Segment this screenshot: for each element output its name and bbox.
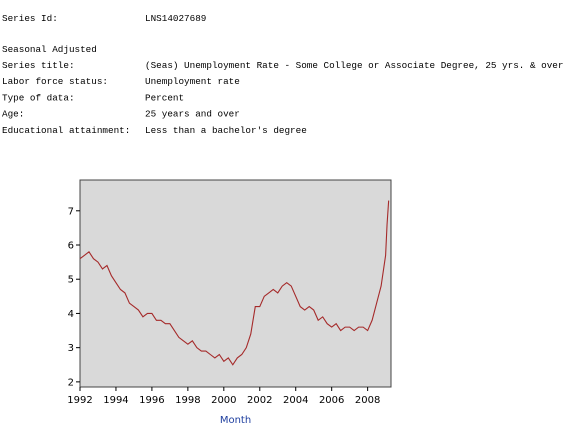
x-tick-label: 2000 — [211, 395, 236, 406]
y-tick-label: 2 — [68, 377, 74, 388]
x-tick-label: 1994 — [103, 395, 128, 406]
x-axis-label: Month — [220, 415, 251, 426]
x-tick-label: 1998 — [175, 395, 200, 406]
y-tick-label: 6 — [68, 241, 74, 252]
info-label: Age: — [2, 109, 24, 120]
plot-area — [79, 179, 392, 388]
info-label: Labor force status: — [2, 76, 108, 87]
info-label: Type of data: — [2, 92, 75, 103]
info-value: Percent — [145, 92, 184, 103]
info-value: (Seas) Unemployment Rate - Some College … — [145, 60, 563, 71]
x-tick-label: 2002 — [247, 395, 272, 406]
x-tick-label: 2004 — [283, 395, 308, 406]
y-tick-label: 3 — [68, 343, 74, 354]
series-id-label: Series Id: — [2, 13, 58, 24]
info-label: Educational attainment: — [2, 125, 130, 136]
info-value: Unemployment rate — [145, 76, 240, 87]
info-value: 25 years and over — [145, 109, 240, 120]
x-tick-label: 1992 — [67, 395, 92, 406]
y-tick-label: 4 — [68, 309, 74, 320]
y-tick-label: 5 — [68, 275, 74, 286]
info-value: Less than a bachelor's degree — [145, 125, 307, 136]
seasonal: Seasonal Adjusted — [2, 44, 97, 55]
info-label: Series title: — [2, 60, 75, 71]
series-id: LNS14027689 — [145, 13, 206, 24]
x-tick-label: 1996 — [139, 395, 164, 406]
y-tick-label: 7 — [68, 206, 74, 217]
x-tick-label: 2008 — [355, 395, 380, 406]
data-line — [79, 200, 390, 366]
x-tick-label: 2006 — [319, 395, 344, 406]
